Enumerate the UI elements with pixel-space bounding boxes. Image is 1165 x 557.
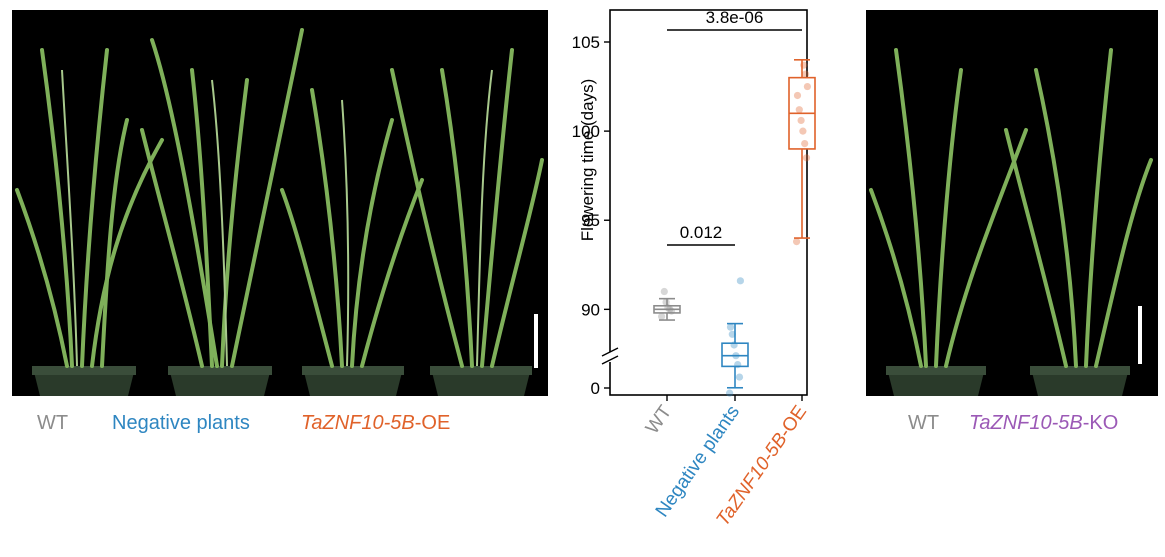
data-point (734, 361, 742, 369)
data-point (803, 82, 811, 91)
data-point (736, 277, 744, 285)
data-point (793, 238, 801, 246)
wheat-plants-illustration (15, 28, 544, 396)
caption-suffix: -OE (414, 412, 451, 434)
data-point (728, 330, 736, 338)
y-tick-label: 100 (572, 122, 600, 141)
caption-wt-left: WT (37, 412, 68, 435)
y-axis-label: Flowering time (days) (578, 79, 597, 242)
data-point (726, 389, 734, 397)
data-point (793, 91, 802, 100)
data-point (726, 323, 735, 331)
data-point (666, 305, 674, 313)
y-tick-label: 90 (581, 300, 600, 319)
box-0 (653, 287, 681, 321)
caption-gene: TaZNF10-5B (969, 412, 1083, 434)
data-point (800, 61, 808, 69)
caption-ko: TaZNF10-5B-KO (969, 412, 1118, 435)
axis-break-mark (601, 355, 619, 365)
data-point (660, 287, 668, 296)
data-point (735, 373, 744, 381)
photo-wt-negative-oe (12, 10, 548, 396)
data-point (664, 303, 672, 312)
caption-suffix: -KO (1082, 412, 1119, 434)
plot-frame (609, 9, 808, 396)
data-point (662, 298, 670, 306)
x-category-label: WT (642, 402, 676, 439)
caption-gene: TaZNF10-5B (301, 412, 415, 434)
y-tick-label: 0 (591, 379, 600, 398)
y-tick-label: 105 (572, 33, 600, 52)
data-point (801, 139, 809, 148)
caption-oe: TaZNF10-5B-OE (301, 412, 450, 435)
y-tick-label: 95 (581, 211, 600, 230)
data-point (799, 127, 807, 135)
data-point (730, 341, 738, 349)
box-2 (788, 59, 816, 246)
data-point (658, 312, 666, 321)
significance-label: 3.8e-06 (706, 8, 764, 27)
axis-break-gap (604, 352, 616, 362)
caption-text: Negative plants (112, 412, 250, 434)
wheat-plants-illustration (869, 48, 1153, 396)
caption-negative-plants: Negative plants (112, 412, 250, 435)
photo-wt-ko (866, 10, 1158, 396)
caption-text: WT (37, 412, 69, 434)
axis-break-mark (601, 347, 619, 357)
data-point (732, 352, 740, 360)
data-point (802, 70, 810, 78)
category-gene: TaZNF10-5B (713, 429, 792, 530)
box-1 (721, 277, 749, 397)
data-point (667, 307, 676, 315)
data-point (802, 154, 811, 162)
data-point (797, 116, 805, 125)
caption-text: WT (908, 412, 940, 434)
significance-label: 0.012 (680, 223, 723, 242)
caption-wt-right: WT (908, 412, 939, 435)
data-point (795, 106, 803, 114)
box-iqr (721, 342, 749, 368)
